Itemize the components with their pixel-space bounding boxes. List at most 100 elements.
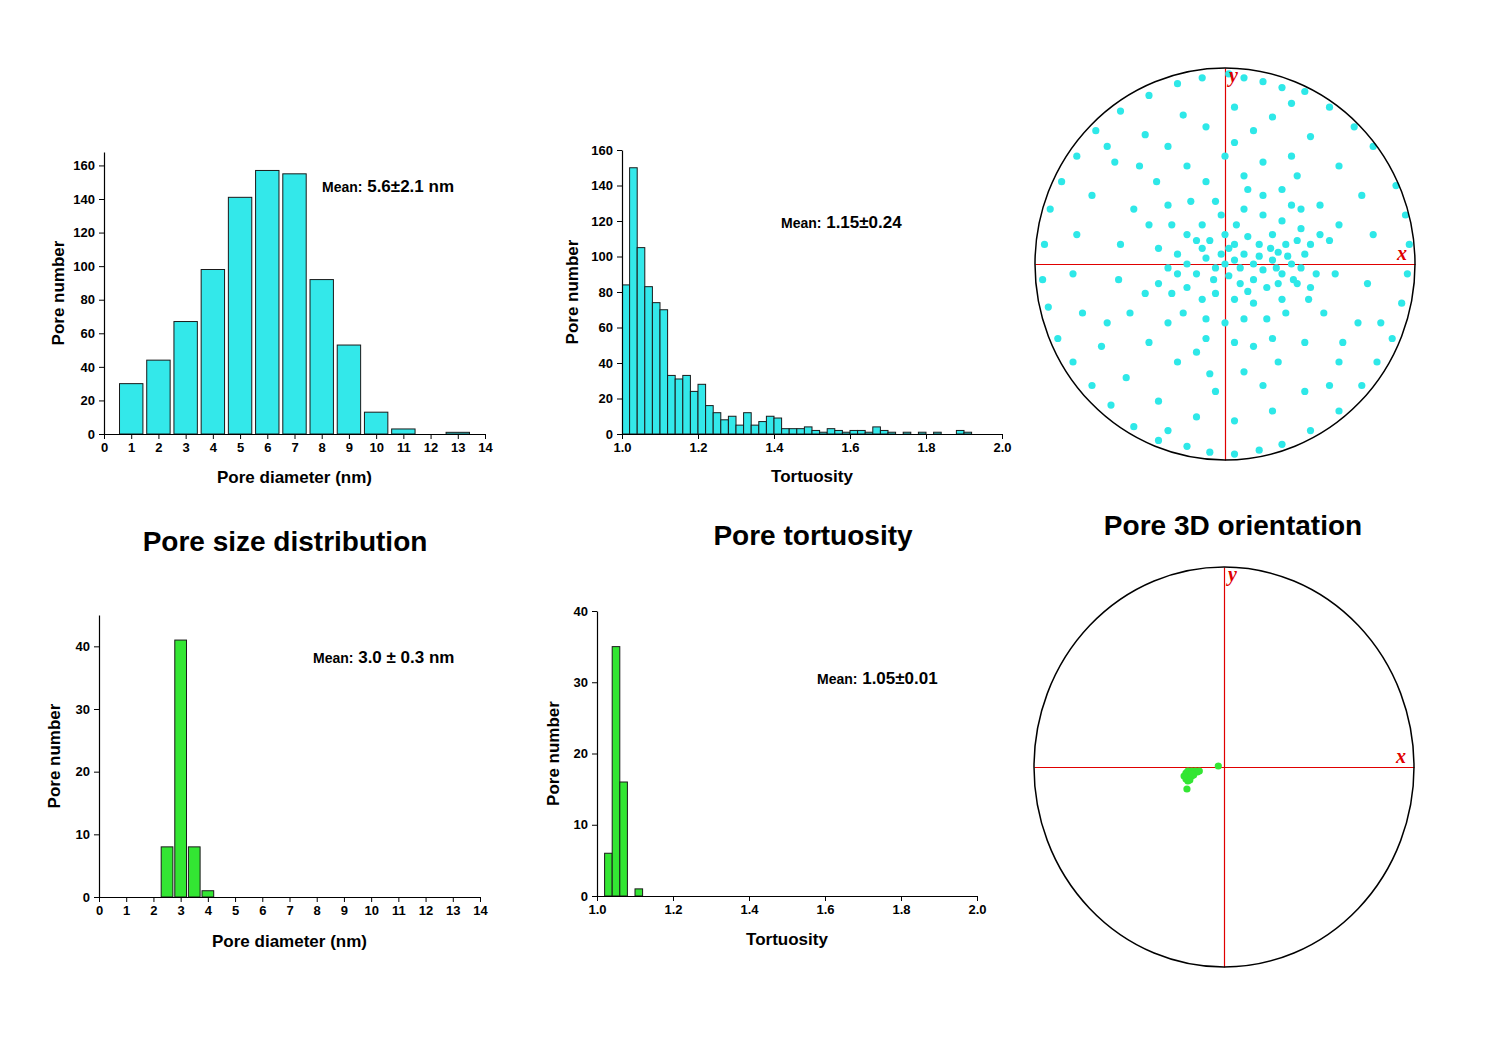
y-axis-title: y bbox=[1227, 64, 1238, 87]
point bbox=[1221, 260, 1228, 267]
bar bbox=[865, 432, 873, 434]
bar bbox=[668, 375, 676, 434]
tick-mark bbox=[426, 897, 427, 902]
tick-mark bbox=[592, 754, 597, 755]
point bbox=[1174, 251, 1181, 258]
bar bbox=[605, 853, 613, 896]
bar bbox=[751, 425, 759, 434]
point bbox=[1278, 217, 1285, 224]
point bbox=[1335, 358, 1342, 365]
tick-mark bbox=[290, 897, 291, 902]
bar bbox=[842, 432, 850, 434]
tick-label: 5 bbox=[232, 903, 239, 918]
bar bbox=[675, 379, 683, 434]
plot-area bbox=[605, 647, 643, 896]
tick-label: 20 bbox=[574, 746, 588, 761]
tick-mark bbox=[317, 897, 318, 902]
y-axis-title: y bbox=[1226, 563, 1237, 586]
tick-mark bbox=[99, 266, 104, 267]
tick-mark bbox=[181, 897, 182, 902]
point bbox=[1130, 423, 1137, 430]
tick-mark bbox=[673, 896, 674, 901]
tick: 12 bbox=[424, 434, 438, 455]
point bbox=[1301, 339, 1308, 346]
bar bbox=[652, 303, 660, 434]
plot-area bbox=[120, 170, 470, 434]
point bbox=[1250, 260, 1257, 267]
tick-label: 140 bbox=[73, 192, 95, 207]
tick: 160 bbox=[73, 158, 104, 173]
point bbox=[1188, 770, 1195, 777]
tick-mark bbox=[825, 896, 826, 901]
tick-mark bbox=[131, 434, 132, 439]
panel-title: Pore size distribution bbox=[143, 526, 428, 557]
x-axis-title: Tortuosity bbox=[771, 467, 853, 486]
bar bbox=[201, 270, 224, 435]
point bbox=[1126, 309, 1133, 316]
point bbox=[1364, 280, 1371, 287]
tick-label: 14 bbox=[473, 903, 488, 918]
point bbox=[1358, 382, 1365, 389]
tick-mark bbox=[597, 896, 598, 901]
point bbox=[1305, 296, 1312, 303]
point bbox=[1069, 270, 1076, 277]
annotation-part: 1.15±0.24 bbox=[821, 213, 902, 232]
bar bbox=[147, 360, 170, 434]
tick: 30 bbox=[574, 675, 597, 690]
point bbox=[1335, 221, 1342, 228]
tick-mark bbox=[403, 434, 404, 439]
point bbox=[1263, 284, 1270, 291]
point bbox=[1193, 349, 1200, 356]
bar bbox=[228, 197, 251, 434]
panel-title: Pore 3D orientation bbox=[1104, 510, 1362, 541]
point bbox=[1210, 276, 1217, 283]
tick: 0 bbox=[83, 890, 99, 905]
point bbox=[1079, 309, 1086, 316]
point bbox=[1221, 231, 1228, 238]
tick: 10 bbox=[369, 434, 383, 455]
annotation-part: 1.05±0.01 bbox=[857, 669, 937, 688]
tick-mark bbox=[262, 897, 263, 902]
point bbox=[1240, 74, 1247, 81]
tick-label: 10 bbox=[364, 903, 378, 918]
point bbox=[1183, 231, 1190, 238]
tick: 140 bbox=[591, 178, 622, 193]
chart bbox=[1034, 567, 1415, 968]
point bbox=[1142, 131, 1149, 138]
bar bbox=[812, 430, 820, 434]
tick-label: 80 bbox=[599, 285, 613, 300]
figure: 0123456789101112131402040608010012014016… bbox=[0, 0, 1497, 1063]
bar bbox=[744, 413, 752, 434]
frame bbox=[1034, 567, 1414, 967]
tick: 100 bbox=[591, 249, 622, 264]
bar bbox=[683, 375, 691, 434]
tick-label: 2 bbox=[150, 903, 157, 918]
tick-mark bbox=[617, 328, 622, 329]
point bbox=[1316, 231, 1323, 238]
point bbox=[1183, 162, 1190, 169]
tick-mark bbox=[926, 434, 927, 439]
tick-label: 60 bbox=[599, 320, 613, 335]
bar bbox=[827, 429, 835, 434]
tick-label: 20 bbox=[76, 764, 90, 779]
tick: 0 bbox=[606, 427, 622, 442]
tick: 1 bbox=[128, 434, 135, 455]
point bbox=[1231, 296, 1238, 303]
point bbox=[1282, 241, 1289, 248]
tick: 80 bbox=[81, 292, 104, 307]
tick: 40 bbox=[81, 360, 104, 375]
point bbox=[1221, 153, 1228, 160]
y-axis-title: Pore number bbox=[49, 240, 68, 345]
tick-mark bbox=[431, 434, 432, 439]
tick-mark bbox=[99, 434, 104, 435]
tick-label: 8 bbox=[314, 903, 321, 918]
point bbox=[1073, 153, 1080, 160]
annotation-part: 5.6±2.1 nm bbox=[362, 177, 454, 196]
bar bbox=[310, 280, 333, 434]
y-axis-title: Pore number bbox=[45, 703, 64, 808]
tick-label: 1.8 bbox=[892, 902, 910, 917]
tick-mark bbox=[480, 897, 481, 902]
tick-mark bbox=[126, 897, 127, 902]
x-axis-title: Tortuosity bbox=[746, 930, 828, 949]
bar bbox=[774, 418, 782, 434]
